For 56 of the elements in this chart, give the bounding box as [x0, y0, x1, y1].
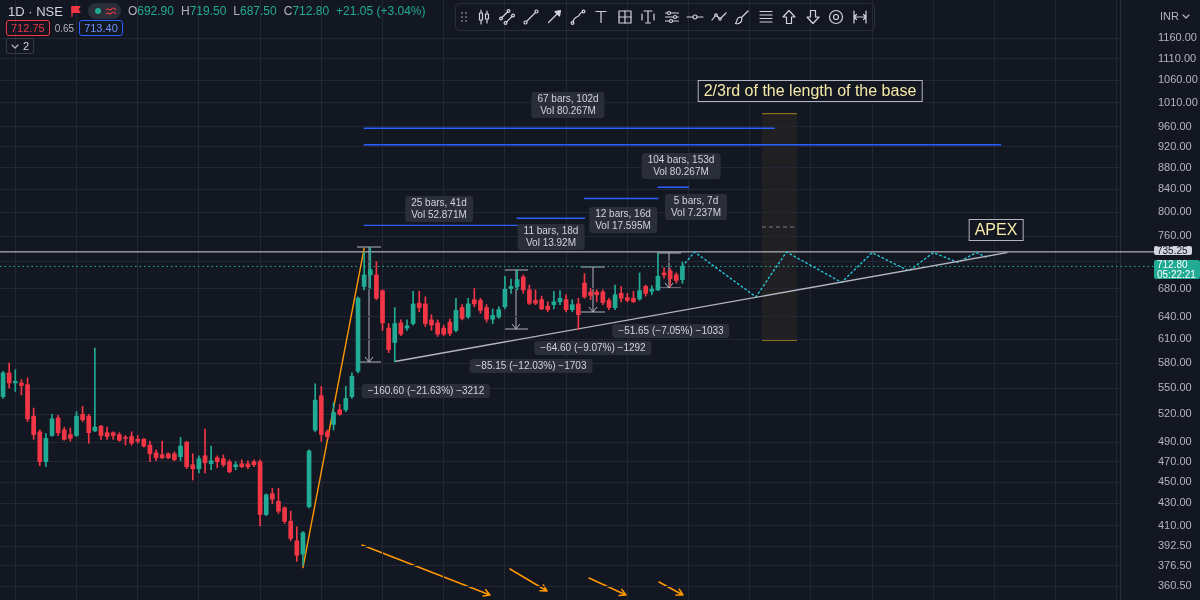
y-tick-label: 520.00 [1158, 407, 1192, 420]
annotation: −51.65 (−7.05%) −1033 [612, 324, 730, 338]
annotation: 712.75 [6, 20, 50, 36]
y-tick-label: 1010.00 [1158, 96, 1198, 109]
y-tick-label: 760.00 [1158, 229, 1192, 242]
y-tick-label: 1160.00 [1158, 31, 1197, 44]
annotation: 2 [23, 39, 30, 53]
y-axis-title: INR [1160, 10, 1179, 22]
annotation: 713.40 [79, 20, 123, 36]
y-tick-label: 392.50 [1158, 539, 1192, 552]
annotation: 12 bars, 16d Vol 17.595M [589, 207, 657, 233]
y-tick-label: 450.00 [1158, 475, 1192, 488]
y-tick-label: 360.50 [1158, 579, 1192, 592]
y-tick-label: 376.50 [1158, 558, 1192, 571]
annotation: 104 bars, 153d Vol 80.267M [641, 153, 721, 179]
ref-line-label: 735.25 [1154, 244, 1192, 256]
annotation: 25 bars, 41d Vol 52.871M [405, 196, 473, 222]
ref-line-label: 712.80 05:22:21 [1154, 259, 1200, 280]
annotation: O692.90 [127, 4, 174, 18]
y-tick-label: 680.00 [1158, 281, 1192, 294]
line-series [681, 251, 990, 298]
chart-title: 1D · NSE [8, 3, 63, 19]
y-tick-label: 1110.00 [1158, 51, 1197, 64]
y-tick-label: 550.00 [1158, 381, 1192, 394]
y-tick-label: 880.00 [1158, 160, 1192, 173]
candlestick [508, 278, 514, 294]
annotation: −160.60 (−21.63%) −3212 [361, 384, 491, 398]
annotation: 5 bars, 7d Vol 7.237M [664, 194, 728, 220]
candlestick [208, 445, 214, 471]
y-tick-label: 800.00 [1158, 205, 1192, 218]
y-tick-label: 920.00 [1158, 139, 1192, 152]
annotation: +21.05 (+3.04%) [336, 4, 426, 18]
y-tick-label: 470.00 [1158, 454, 1192, 467]
annotation: 67 bars, 102d Vol 80.267M [531, 92, 605, 118]
annotation: −64.60 (−9.07%) −1292 [534, 341, 652, 355]
annotation: APEX [968, 219, 1024, 241]
annotation: 11 bars, 18d Vol 13.92M [517, 224, 585, 250]
y-tick-label: 430.00 [1158, 496, 1192, 509]
annotation: C712.80 [283, 4, 330, 18]
candlestick [551, 290, 557, 310]
annotation: 0.65 [54, 22, 75, 34]
candlestick [12, 369, 18, 392]
annotation: H719.50 [180, 4, 227, 18]
y-tick-label: 410.00 [1158, 518, 1192, 531]
y-tick-label: 580.00 [1158, 356, 1192, 369]
y-tick-label: 1060.00 [1158, 73, 1198, 86]
annotation: −85.15 (−12.03%) −1703 [469, 359, 593, 373]
candlestick [202, 428, 208, 474]
annotation: L687.50 [233, 4, 277, 18]
y-tick-label: 640.00 [1158, 309, 1192, 322]
y-tick-label: 840.00 [1158, 182, 1192, 195]
candlestick [367, 246, 373, 289]
annotation: 2/3rd of the length of the base [697, 80, 923, 102]
y-tick-label: 610.00 [1158, 332, 1192, 345]
y-tick-label: 490.00 [1158, 435, 1192, 448]
y-tick-label: 960.00 [1158, 119, 1192, 132]
